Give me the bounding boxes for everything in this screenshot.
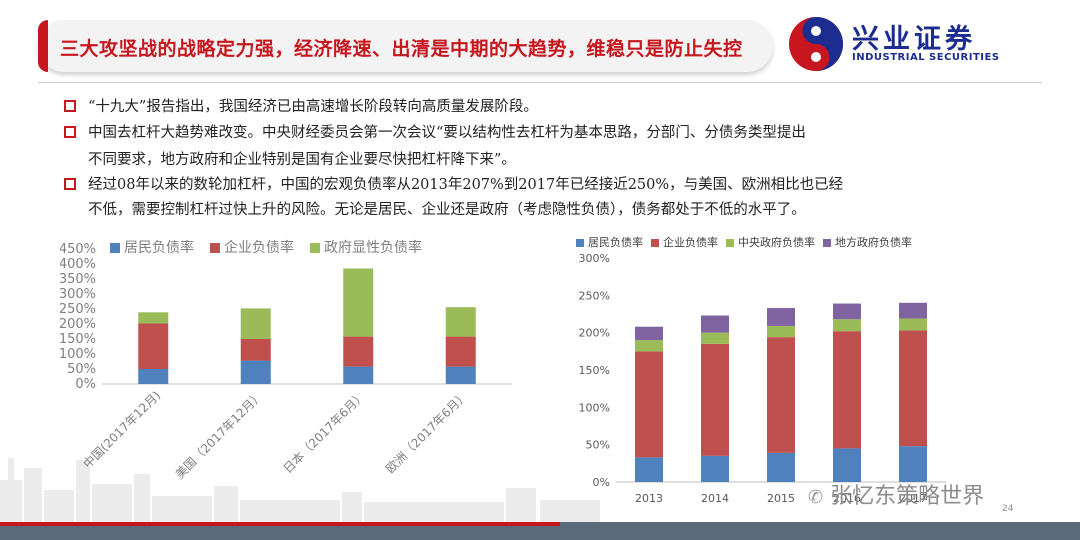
- bar-segment: [445, 307, 476, 337]
- brand-name-cn: 兴业证券: [852, 24, 976, 55]
- wechat-icon: ✆: [808, 487, 824, 508]
- bullet-marker: [64, 178, 76, 190]
- bullet-line: 不同要求，地方政府和企业特别是国有企业要尽快把杠杆降下来”。: [88, 152, 516, 168]
- bar-segment: [833, 448, 861, 482]
- watermark-label: 张忆东策略世界: [830, 484, 985, 509]
- bar-segment: [701, 315, 729, 333]
- bar-segment: [767, 325, 795, 338]
- legend-label: 企业负债率: [663, 235, 718, 249]
- x-tick-label: 2017: [899, 492, 927, 505]
- legend-swatch: [651, 239, 659, 247]
- bar-segment: [767, 308, 795, 326]
- page-title: 三大攻坚战的战略定力强，经济降速、出清是中期的大趋势，维稳只是防止失控: [60, 38, 743, 60]
- bullet-line: “十九大”报告指出，我国经济已由高速增长阶段转向高质量发展阶段。: [88, 99, 538, 115]
- bar-segment: [240, 339, 271, 361]
- bar-segment: [635, 340, 663, 352]
- x-tick-label: 2013: [635, 492, 663, 505]
- y-tick-label: 200%: [60, 317, 96, 332]
- bar-segment: [701, 455, 729, 482]
- bar-segment: [138, 312, 169, 324]
- y-tick-label: 250%: [60, 302, 96, 317]
- y-tick-label: 250%: [579, 289, 610, 302]
- bar-segment: [767, 337, 795, 453]
- x-tick-label: 日本（2017年6月）: [281, 388, 369, 476]
- legend-swatch: [576, 239, 584, 247]
- y-tick-label: 200%: [579, 327, 610, 340]
- bar-segment: [445, 366, 476, 384]
- bar-segment: [138, 323, 169, 369]
- page-number: 24: [1002, 504, 1014, 514]
- bar-segment: [240, 308, 271, 339]
- legend-label: 企业负债率: [224, 239, 294, 256]
- x-tick-label: 2015: [767, 492, 795, 505]
- bar-segment: [701, 332, 729, 344]
- y-tick-label: 100%: [579, 401, 610, 414]
- y-tick-label: 450%: [60, 242, 96, 257]
- bar-segment: [899, 302, 927, 319]
- legend-label: 地方政府负债率: [835, 235, 912, 249]
- y-tick-label: 0%: [593, 476, 610, 489]
- x-tick-label: 中国(2017年12月): [80, 388, 164, 472]
- y-tick-label: 300%: [579, 252, 610, 265]
- bar-segment: [899, 330, 927, 447]
- y-tick-label: 100%: [60, 347, 96, 362]
- bar-segment: [445, 336, 476, 367]
- brand-logo-icon: [789, 17, 843, 71]
- y-tick-label: 0%: [75, 377, 96, 392]
- x-tick-label: 美国（2017年12月）: [173, 388, 266, 481]
- x-tick-label: 2016: [833, 492, 861, 505]
- brand-name-en: INDUSTRIAL SECURITIES: [852, 52, 1000, 63]
- legend-label: 政府显性负债率: [324, 239, 422, 256]
- bullet-line: 中国去杠杆大趋势难改变。中央财经委员会第一次会议“要以结构性去杠杆为基本思路，分…: [88, 125, 806, 141]
- footer-band: [0, 522, 1080, 540]
- bar-segment: [343, 366, 374, 384]
- y-tick-label: 150%: [60, 332, 96, 347]
- bar-segment: [343, 336, 374, 367]
- bullet-marker: [64, 126, 76, 138]
- bar-segment: [343, 268, 374, 337]
- legend-swatch: [210, 243, 220, 253]
- bar-segment: [899, 318, 927, 331]
- legend-label: 居民负债率: [588, 235, 643, 249]
- legend-swatch: [110, 243, 120, 253]
- bar-segment: [635, 457, 663, 482]
- bar-segment: [635, 326, 663, 341]
- legend-label: 居民负债率: [124, 239, 194, 256]
- bar-segment: [833, 331, 861, 449]
- bullet-line: 经过08年以来的数轮加杠杆，中国的宏观负债率从2013年207%到2017年已经…: [88, 177, 844, 193]
- bar-segment: [240, 360, 271, 384]
- title-banner: [38, 20, 773, 72]
- bar-segment: [899, 446, 927, 482]
- bullet-marker: [64, 100, 76, 112]
- bar-segment: [767, 452, 795, 482]
- bar-segment: [701, 343, 729, 456]
- watermark-text: ✆ 张忆东策略世界: [808, 478, 984, 510]
- y-tick-label: 50%: [586, 439, 610, 452]
- footer-accent: [0, 522, 560, 526]
- skyline-decoration: [0, 458, 600, 522]
- bar-segment: [833, 303, 861, 320]
- y-tick-label: 150%: [579, 364, 610, 377]
- y-tick-label: 350%: [60, 272, 96, 287]
- bar-segment: [833, 319, 861, 332]
- bar-segment: [138, 369, 169, 384]
- bullet-line: 不低，需要控制杠杆过快上升的风险。无论是居民、企业还是政府（考虑隐性负债），债务…: [88, 202, 806, 218]
- legend-swatch: [726, 239, 734, 247]
- y-tick-label: 300%: [60, 287, 96, 302]
- y-tick-label: 400%: [60, 257, 96, 272]
- y-tick-label: 50%: [67, 362, 96, 377]
- debt-ratio-by-economy-chart: 居民负债率 企业负债率 政府显性负债率 0%50%100%150%200%250%30…: [60, 239, 512, 481]
- x-tick-label: 欧洲（2017年6月）: [383, 388, 471, 476]
- header-divider: [38, 82, 1042, 83]
- legend-swatch: [310, 243, 320, 253]
- legend-label: 中央政府负债率: [738, 235, 815, 249]
- x-tick-label: 2014: [701, 492, 729, 505]
- china-debt-structure-chart: 居民负债率 企业负债率 中央政府负债率 地方政府负债率 0% 50% 100% 150% 200…: [576, 235, 946, 505]
- title-accent: [38, 20, 48, 72]
- bar-segment: [635, 351, 663, 458]
- legend-swatch: [823, 239, 831, 247]
